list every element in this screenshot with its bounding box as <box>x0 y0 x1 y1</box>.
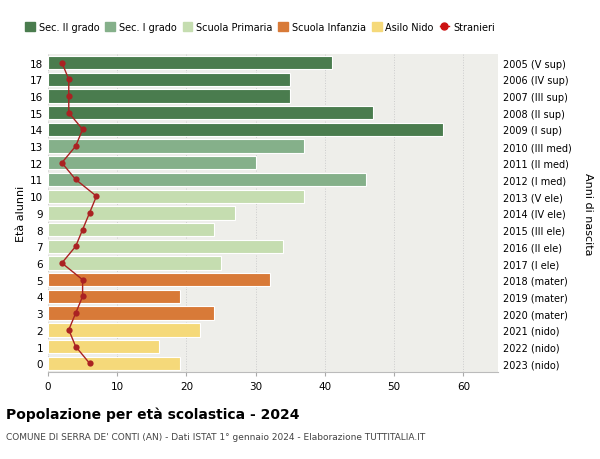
Bar <box>48 224 214 237</box>
Bar <box>48 340 159 353</box>
Bar <box>48 357 179 370</box>
Bar <box>48 240 283 253</box>
Y-axis label: Anni di nascita: Anni di nascita <box>583 172 593 255</box>
Text: COMUNE DI SERRA DE' CONTI (AN) - Dati ISTAT 1° gennaio 2024 - Elaborazione TUTTI: COMUNE DI SERRA DE' CONTI (AN) - Dati IS… <box>6 432 425 442</box>
Bar <box>48 107 373 120</box>
Bar <box>48 140 304 153</box>
Bar <box>48 207 235 220</box>
Bar <box>48 57 332 70</box>
Bar <box>48 123 443 137</box>
Text: Popolazione per età scolastica - 2024: Popolazione per età scolastica - 2024 <box>6 406 299 421</box>
Bar <box>48 274 269 287</box>
Bar <box>48 324 200 337</box>
Bar <box>48 157 256 170</box>
Y-axis label: Età alunni: Età alunni <box>16 185 26 241</box>
Bar <box>48 257 221 270</box>
Bar <box>48 290 179 303</box>
Bar <box>48 90 290 103</box>
Bar <box>48 174 367 187</box>
Bar <box>48 307 214 320</box>
Legend: Sec. II grado, Sec. I grado, Scuola Primaria, Scuola Infanzia, Asilo Nido, Stran: Sec. II grado, Sec. I grado, Scuola Prim… <box>22 19 499 37</box>
Bar <box>48 190 304 203</box>
Bar <box>48 73 290 87</box>
